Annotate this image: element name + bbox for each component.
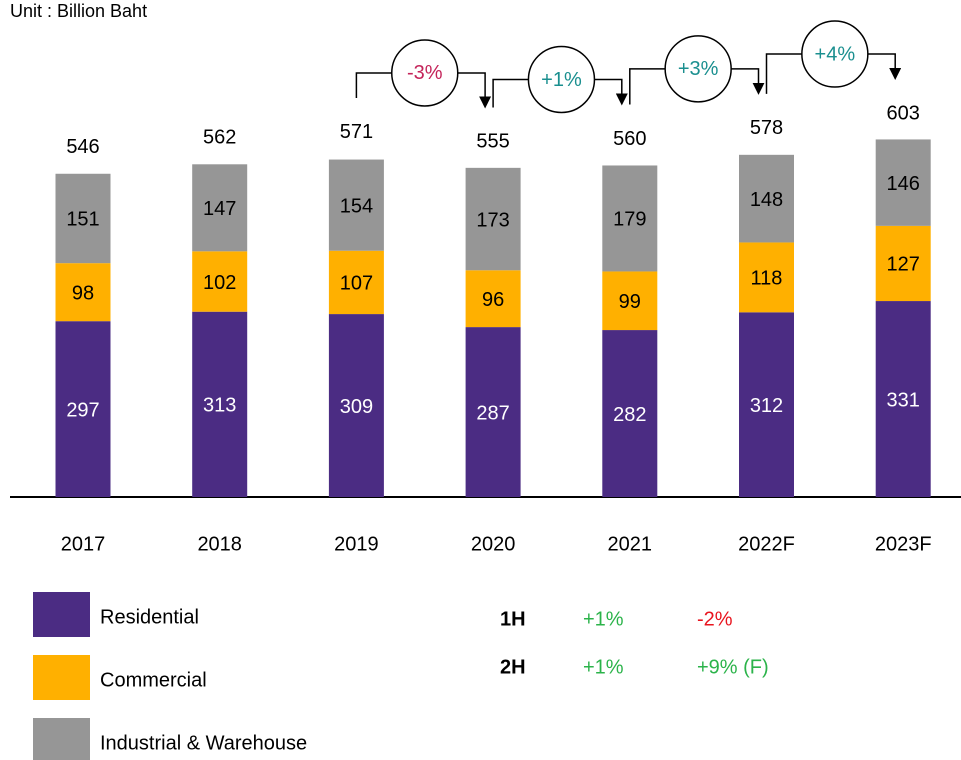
growth-label: +4% — [815, 43, 856, 65]
bar-segment — [465, 270, 521, 328]
segment-label: 309 — [340, 396, 373, 418]
row-label: 2H — [500, 656, 526, 678]
total-label: 603 — [887, 102, 920, 124]
bar-segment — [602, 330, 658, 497]
segment-label: 102 — [203, 272, 236, 294]
bar-segment — [328, 159, 384, 251]
legend-swatch — [33, 718, 90, 760]
segment-label: 127 — [887, 254, 920, 276]
segment-label: 179 — [613, 209, 646, 231]
segment-label: 312 — [750, 395, 783, 417]
segment-label: 331 — [887, 389, 920, 411]
total-label: 555 — [476, 131, 509, 153]
segment-label: 313 — [203, 395, 236, 417]
segment-label: 98 — [72, 282, 94, 304]
bar-segment — [192, 164, 248, 252]
segment-label: 118 — [751, 268, 783, 290]
bar-segment — [875, 225, 931, 302]
segment-label: 297 — [66, 399, 99, 421]
x-tick-label: 2018 — [197, 533, 242, 555]
total-label: 560 — [613, 128, 646, 150]
total-label: 562 — [203, 127, 236, 149]
bar-segment — [875, 139, 931, 226]
table-cell: +1% — [583, 656, 624, 678]
bar-segment — [328, 314, 384, 497]
bar-segment — [739, 154, 794, 243]
segment-label: 151 — [66, 209, 99, 231]
total-label: 578 — [750, 117, 783, 139]
segment-label: 148 — [750, 189, 783, 211]
growth-circle — [801, 20, 869, 88]
segment-label: 96 — [482, 289, 504, 311]
table-cell: +1% — [583, 608, 624, 630]
x-tick-label: 2019 — [334, 533, 379, 555]
bar-segment — [55, 263, 111, 322]
bar-segment — [192, 251, 248, 312]
bar-segment — [55, 321, 111, 497]
legend-swatch — [33, 655, 90, 700]
segment-label: 107 — [340, 273, 373, 295]
bar-segment — [55, 173, 111, 264]
legend-swatch — [33, 592, 90, 637]
growth-circle — [391, 39, 459, 107]
legend-label: Commercial — [100, 669, 207, 691]
bar-segment — [739, 242, 794, 313]
x-tick-label: 2017 — [61, 533, 106, 555]
table-cell: -2% — [697, 608, 733, 630]
bar-segment — [602, 271, 658, 331]
total-label: 571 — [340, 121, 373, 143]
bar-segment — [465, 167, 521, 271]
growth-label: -3% — [407, 62, 443, 84]
subtitle: Unit : Billion Baht — [10, 1, 147, 21]
segment-label: 287 — [476, 402, 509, 424]
segment-label: 173 — [476, 209, 509, 231]
table-cell: +9% (F) — [697, 656, 769, 678]
bar-segment — [192, 311, 248, 497]
bar-segment — [602, 165, 658, 272]
bar-segment — [328, 250, 384, 315]
row-label: 1H — [500, 608, 526, 630]
x-tick-label: 2023F — [875, 533, 932, 555]
segment-label: 282 — [613, 404, 646, 426]
segment-label: 146 — [887, 173, 920, 195]
bar-segment — [739, 312, 794, 497]
growth-label: +3% — [678, 58, 719, 80]
x-tick-label: 2020 — [471, 533, 516, 555]
legend-label: Residential — [100, 606, 199, 628]
total-label: 546 — [66, 136, 99, 158]
x-tick-label: 2021 — [608, 533, 653, 555]
segment-label: 147 — [203, 198, 236, 220]
segment-label: 99 — [619, 291, 641, 313]
x-tick-label: 2022F — [738, 533, 795, 555]
segment-label: 154 — [340, 195, 373, 217]
growth-circle — [527, 45, 596, 114]
bar-segment — [465, 327, 521, 497]
bar-segment — [875, 301, 931, 497]
growth-label: +1% — [541, 69, 582, 91]
growth-circle — [664, 35, 732, 103]
legend-label: Industrial & Warehouse — [100, 732, 307, 754]
